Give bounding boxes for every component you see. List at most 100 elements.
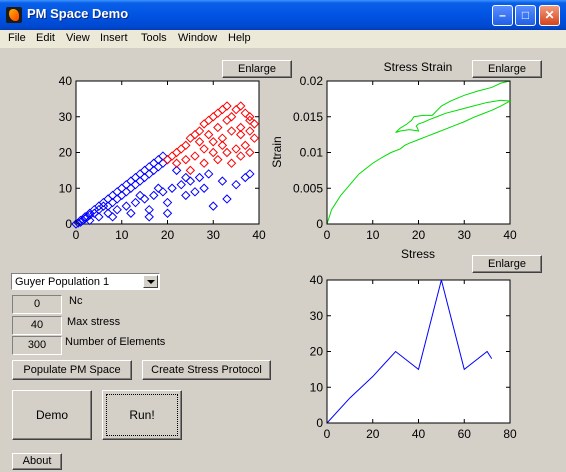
protocol-x-tick-label: 40	[412, 427, 426, 441]
scatter-point-red	[217, 140, 228, 151]
stress-strain-y-tick-label: 0.02	[300, 74, 324, 88]
scatter-point-blue	[130, 197, 141, 208]
stress-strain-y-tick-label: 0.015	[293, 110, 323, 124]
protocol-y-tick-label: 0	[316, 416, 323, 430]
about-button[interactable]: About	[12, 453, 62, 470]
protocol-series-line	[326, 279, 493, 424]
scatter-point-blue	[181, 172, 191, 183]
stress-axis-label: Stress	[401, 247, 435, 261]
stress-strain-y-tick-label: 0.005	[293, 181, 323, 195]
scatter-point-blue	[135, 190, 145, 201]
scatter-point-blue	[231, 179, 241, 190]
create-stress-protocol-button[interactable]: Create Stress Protocol	[142, 360, 271, 380]
scatter-point-red	[235, 101, 246, 111]
title-bar[interactable]: PM Space Demo – □ ✕	[0, 0, 566, 30]
scatter-point-blue	[144, 204, 154, 215]
scatter-y-tick-label: 40	[59, 74, 73, 88]
stress-strain-x-tick-label: 40	[503, 228, 517, 242]
scatter-point-blue	[162, 208, 173, 218]
scatter-point-red	[249, 133, 260, 143]
stress-strain-title: Stress Strain	[384, 60, 453, 74]
scatter-point-blue	[222, 194, 232, 204]
chevron-down-icon[interactable]	[143, 275, 158, 288]
maximize-icon: □	[521, 8, 530, 22]
max-stress-label: Max stress	[67, 316, 121, 328]
scatter-point-red	[213, 122, 223, 133]
scatter-point-red	[226, 112, 237, 122]
scatter-point-red	[203, 129, 214, 140]
protocol-y-tick-label: 40	[310, 273, 324, 287]
matlab-icon	[6, 7, 22, 23]
scatter-y-tick-label: 0	[65, 217, 72, 231]
scatter-point-red	[226, 126, 237, 136]
scatter-x-tick-label: 40	[252, 228, 266, 242]
maximize-button[interactable]: □	[515, 5, 536, 26]
menu-bar: File Edit View Insert Tools Window Help	[0, 30, 566, 48]
minimize-button[interactable]: –	[492, 5, 513, 26]
demo-button[interactable]: Demo	[12, 390, 92, 440]
scatter-x-tick-label: 30	[207, 228, 221, 242]
enlarge-button-stress-strain[interactable]: Enlarge	[472, 60, 542, 78]
scatter-point-red	[199, 158, 209, 168]
scatter-point-red	[208, 147, 218, 158]
protocol-y-tick-label: 10	[310, 380, 324, 394]
scatter-point-red	[181, 140, 191, 151]
menu-view[interactable]: View	[66, 32, 90, 44]
scatter-point-blue	[82, 212, 93, 222]
stress-strain-x-tick-label: 30	[458, 228, 472, 242]
scatter-x-tick-label: 10	[115, 228, 129, 242]
max-stress-field[interactable]: 40	[12, 316, 62, 335]
scatter-point-red	[245, 112, 255, 122]
scatter-point-blue	[85, 210, 95, 220]
scatter-point-blue	[245, 169, 255, 179]
scatter-point-red	[199, 144, 209, 154]
number-of-elements-field[interactable]: 300	[12, 336, 62, 355]
scatter-point-red	[240, 108, 250, 118]
menu-window[interactable]: Window	[178, 32, 218, 44]
scatter-y-tick-label: 30	[59, 110, 73, 124]
nc-label: Nc	[69, 295, 83, 307]
run-button[interactable]: Run!	[102, 390, 182, 440]
protocol-x-tick-label: 80	[503, 427, 517, 441]
enlarge-button-protocol[interactable]: Enlarge	[472, 255, 542, 273]
scatter-point-red	[194, 137, 205, 147]
close-button[interactable]: ✕	[539, 5, 560, 26]
menu-edit[interactable]: Edit	[36, 32, 55, 44]
scatter-point-red	[190, 151, 200, 161]
protocol-y-tick-label: 20	[310, 345, 324, 359]
stress-strain-x-tick-label: 20	[412, 228, 426, 242]
scatter-point-blue	[126, 208, 136, 218]
scatter-point-blue	[85, 215, 95, 226]
scatter-point-blue	[217, 176, 228, 186]
menu-file[interactable]: File	[8, 32, 26, 44]
scatter-point-blue	[203, 169, 214, 179]
close-icon: ✕	[544, 8, 555, 22]
scatter-point-blue	[98, 201, 109, 211]
scatter-plot-area	[75, 80, 260, 225]
scatter-point-blue	[144, 212, 154, 222]
population-select-value: Guyer Population 1	[15, 276, 110, 288]
scatter-point-red	[222, 101, 232, 111]
population-select[interactable]: Guyer Population 1	[11, 273, 160, 290]
enlarge-button-scatter[interactable]: Enlarge	[222, 60, 292, 78]
menu-insert[interactable]: Insert	[100, 32, 128, 44]
minimize-icon: –	[499, 8, 506, 22]
stress-strain-series-line	[326, 80, 512, 225]
protocol-x-tick-label: 20	[366, 427, 380, 441]
scatter-y-tick-label: 20	[59, 146, 73, 160]
scatter-point-red	[235, 151, 246, 161]
stress-strain-y-tick-label: 0	[316, 217, 323, 231]
scatter-point-blue	[112, 204, 122, 215]
strain-axis-label: Strain	[270, 136, 284, 167]
menu-help[interactable]: Help	[228, 32, 251, 44]
scatter-point-blue	[153, 183, 164, 193]
populate-pm-space-button[interactable]: Populate PM Space	[12, 360, 132, 380]
scatter-point-blue	[103, 208, 113, 218]
menu-tools[interactable]: Tools	[141, 32, 167, 44]
nc-field[interactable]: 0	[12, 295, 62, 314]
protocol-x-tick-label: 0	[324, 427, 331, 441]
